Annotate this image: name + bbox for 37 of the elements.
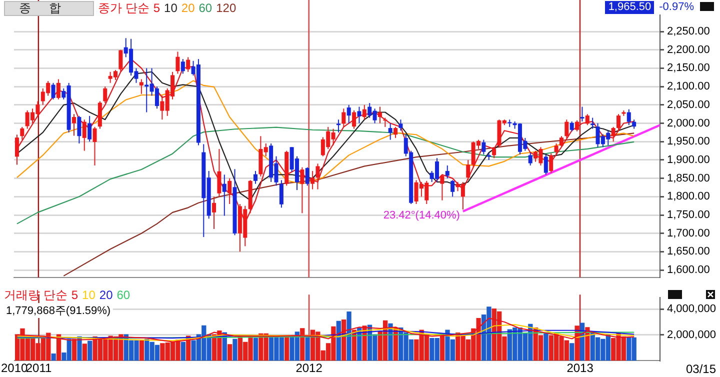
text: 120 [216,1,236,15]
y-tick-label: 2,100.00 [667,80,710,93]
legend-title: 종가 단순 [98,1,150,15]
text: -0.97% [659,1,694,14]
y-tick-label: 2,000,000 [667,328,716,341]
annotation: 1,779,868주(91.59%) [4,303,113,318]
y-tick-label: 2,200.00 [667,44,710,56]
y-tick-label: 2,150.00 [667,62,710,74]
y-tick-label: 2,000.00 [667,117,710,130]
y-tick-label: 2,050.00 [667,98,710,111]
text: 5 [153,1,160,15]
text: 1,965.50 [605,1,654,14]
text: 5 [71,288,78,302]
y-tick-label: 1,850.00 [667,172,710,184]
y-tick-label: 1,750.00 [667,209,710,222]
y-tick-label: 1,600.00 [667,264,710,276]
x-tick-label: 2013 [566,361,594,376]
y-tick-label: 1,900.00 [667,154,710,166]
y-tick-label: 1,650.00 [667,246,710,258]
text: 60 [198,1,212,15]
text: 03/15 [686,362,716,376]
annotation: 23.42°(14.40%) [383,209,460,222]
text: 10 [164,1,178,15]
text: 20 [181,1,195,15]
text: 10 [82,288,96,302]
text: 60 [116,288,130,302]
y-tick-label: 1,800.00 [667,190,710,203]
x-tick-label: 2012 [296,361,323,376]
y-tick-label: 4,000,000 [667,303,716,316]
chart-title: 종합 [4,1,94,16]
y-tick-label: 1,950.00 [667,136,710,148]
text: 20 [99,288,113,302]
x-tick-label: 2010 [0,361,28,376]
y-tick-label: 2,250.00 [667,26,710,38]
y-tick-label: 1,700.00 [667,227,710,240]
legend-title: 거래량 단순 [4,288,68,302]
x-tick-label: 2011 [26,361,52,376]
